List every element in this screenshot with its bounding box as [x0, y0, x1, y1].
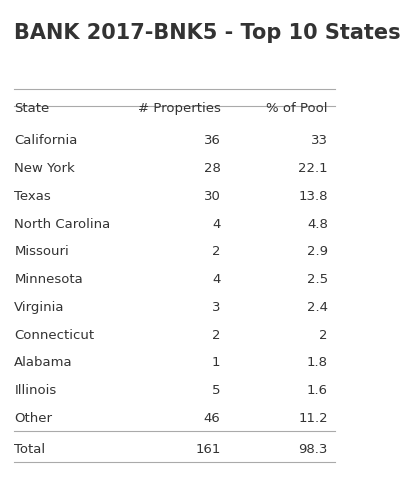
- Text: 30: 30: [204, 190, 220, 203]
- Text: Texas: Texas: [14, 190, 51, 203]
- Text: # Properties: # Properties: [138, 102, 221, 115]
- Text: 22.1: 22.1: [298, 162, 328, 175]
- Text: 2.5: 2.5: [307, 273, 328, 286]
- Text: 2: 2: [212, 245, 220, 259]
- Text: 11.2: 11.2: [298, 412, 328, 425]
- Text: North Carolina: North Carolina: [14, 218, 110, 231]
- Text: 4.8: 4.8: [307, 218, 328, 231]
- Text: 2: 2: [212, 329, 220, 342]
- Text: Minnesota: Minnesota: [14, 273, 83, 286]
- Text: California: California: [14, 134, 78, 148]
- Text: Connecticut: Connecticut: [14, 329, 94, 342]
- Text: Illinois: Illinois: [14, 384, 57, 397]
- Text: Total: Total: [14, 443, 45, 456]
- Text: % of Pool: % of Pool: [266, 102, 328, 115]
- Text: 1: 1: [212, 356, 220, 370]
- Text: 1.8: 1.8: [307, 356, 328, 370]
- Text: New York: New York: [14, 162, 75, 175]
- Text: BANK 2017-BNK5 - Top 10 States: BANK 2017-BNK5 - Top 10 States: [14, 23, 401, 43]
- Text: State: State: [14, 102, 50, 115]
- Text: 46: 46: [204, 412, 220, 425]
- Text: 33: 33: [311, 134, 328, 148]
- Text: 2: 2: [319, 329, 328, 342]
- Text: 2.9: 2.9: [307, 245, 328, 259]
- Text: 4: 4: [212, 218, 220, 231]
- Text: 13.8: 13.8: [298, 190, 328, 203]
- Text: Missouri: Missouri: [14, 245, 69, 259]
- Text: 98.3: 98.3: [299, 443, 328, 456]
- Text: 161: 161: [195, 443, 220, 456]
- Text: 28: 28: [204, 162, 220, 175]
- Text: 3: 3: [212, 301, 220, 314]
- Text: Virginia: Virginia: [14, 301, 65, 314]
- Text: 5: 5: [212, 384, 220, 397]
- Text: Other: Other: [14, 412, 52, 425]
- Text: 4: 4: [212, 273, 220, 286]
- Text: 2.4: 2.4: [307, 301, 328, 314]
- Text: 36: 36: [204, 134, 220, 148]
- Text: Alabama: Alabama: [14, 356, 73, 370]
- Text: 1.6: 1.6: [307, 384, 328, 397]
